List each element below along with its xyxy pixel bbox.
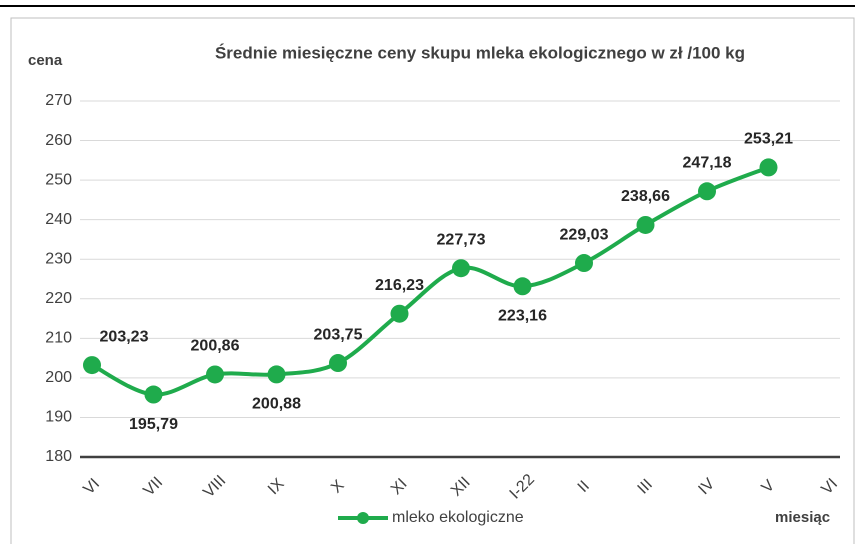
y-tick-label: 270 xyxy=(45,92,72,109)
data-label: 229,03 xyxy=(560,226,609,243)
data-point xyxy=(698,182,716,201)
y-tick-label: 260 xyxy=(45,132,72,149)
y-tick-label: 250 xyxy=(45,171,72,188)
data-label: 203,75 xyxy=(314,326,363,343)
data-point xyxy=(513,277,532,296)
data-point xyxy=(144,385,163,404)
data-point xyxy=(452,259,470,278)
y-tick-label: 230 xyxy=(45,250,72,267)
data-label: 238,66 xyxy=(621,188,670,205)
y-tick-label: 220 xyxy=(45,290,72,307)
data-point xyxy=(83,356,101,375)
chart-frame xyxy=(10,17,855,544)
data-label: 200,86 xyxy=(191,338,240,355)
data-point xyxy=(206,365,224,384)
y-axis-title: cena xyxy=(28,52,63,69)
y-tick-label: 240 xyxy=(45,211,72,228)
data-point xyxy=(759,158,778,177)
data-label: 200,88 xyxy=(252,396,301,413)
y-tick-label: 200 xyxy=(45,369,72,386)
data-label: 247,18 xyxy=(683,154,732,171)
y-tick-label: 190 xyxy=(45,409,72,426)
data-label: 223,16 xyxy=(498,307,547,324)
data-point xyxy=(636,215,655,234)
data-label: 195,79 xyxy=(129,416,178,433)
legend-label: mleko ekologiczne xyxy=(392,509,524,526)
chart-title: Średnie miesięczne ceny skupu mleka ekol… xyxy=(215,43,745,62)
data-label: 216,23 xyxy=(375,277,424,294)
legend-marker xyxy=(357,512,369,524)
data-label: 203,23 xyxy=(100,328,149,345)
data-label: 227,73 xyxy=(437,231,486,248)
x-axis-title: miesiąc xyxy=(775,509,830,526)
y-tick-label: 210 xyxy=(45,330,72,347)
y-tick-label: 180 xyxy=(45,448,72,465)
data-point xyxy=(575,254,593,273)
data-label: 253,21 xyxy=(744,131,793,148)
data-point xyxy=(329,354,347,373)
data-point xyxy=(267,365,286,384)
data-point xyxy=(390,304,409,323)
